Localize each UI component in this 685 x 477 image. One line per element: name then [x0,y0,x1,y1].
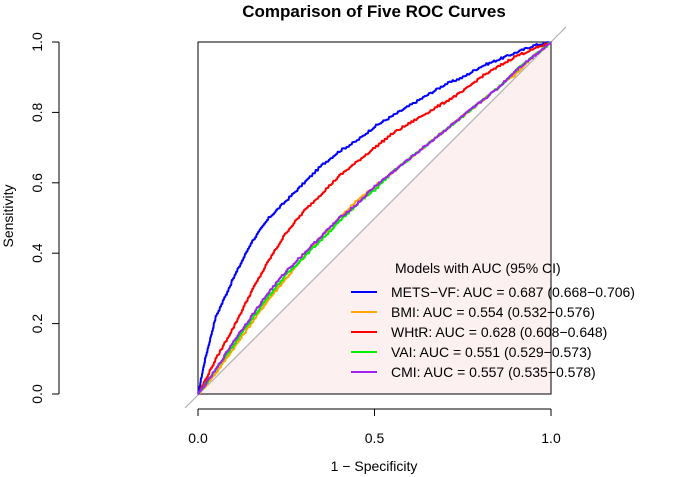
legend-label-vai: VAI: AUC = 0.551 (0.529−0.573) [391,344,592,360]
x-axis: 0.0 0.5 1.0 [188,408,561,446]
y-axis: 0.0 0.2 0.4 0.6 0.8 1.0 [29,32,60,404]
plot-area [184,26,567,409]
chance-diagonal-line [184,26,567,409]
plot-frame [197,41,552,395]
roc-line-whtr [197,41,552,395]
y-tick-label: 1.0 [29,32,45,52]
series-layer [197,41,552,395]
x-tick-label: 1.0 [541,430,561,446]
legend-label-whtr: WHtR: AUC = 0.628 (0.608−0.648) [391,324,607,340]
legend-label-mets-vf: METS−VF: AUC = 0.687 (0.668−0.706) [391,284,635,300]
legend-label-cmi: CMI: AUC = 0.557 (0.535−0.578) [391,364,596,380]
roc-line-mets-vf [197,41,552,395]
legend: Models with AUC (95% CI) METS−VF: AUC = … [351,260,635,380]
y-tick-label: 0.2 [29,314,45,334]
legend-items: METS−VF: AUC = 0.687 (0.668−0.706) BMI: A… [351,284,635,380]
x-tick-label: 0.5 [365,430,385,446]
chart-title: Comparison of Five ROC Curves [242,2,506,21]
y-tick-label: 0.0 [29,384,45,404]
legend-label-bmi: BMI: AUC = 0.554 (0.532−0.576) [391,304,595,320]
y-axis-label: Sensitivity [0,184,16,247]
y-tick-label: 0.4 [29,243,45,263]
y-tick-label: 0.8 [29,102,45,122]
roc-line-cmi [197,41,552,395]
x-tick-label: 0.0 [188,430,208,446]
legend-title: Models with AUC (95% CI) [395,260,561,276]
y-tick-label: 0.6 [29,173,45,193]
x-axis-label: 1 − Specificity [331,458,418,474]
